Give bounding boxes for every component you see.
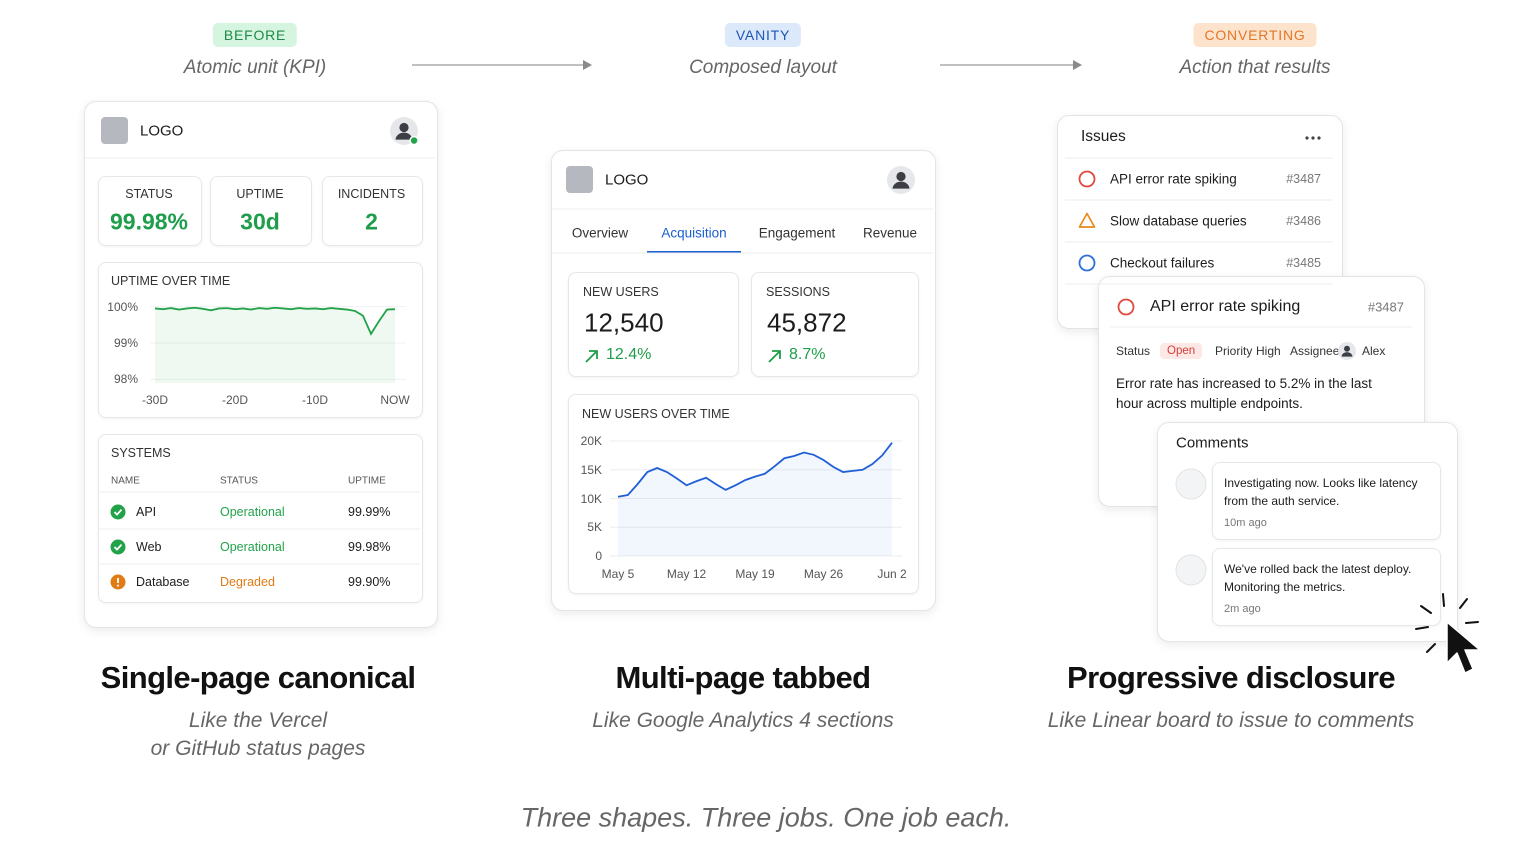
comment-text: Investigating now. Looks like latency fr… [1224,476,1418,508]
y-tick-label: 20K [580,434,602,448]
y-tick-label: 15K [580,462,602,477]
caption-line: or GitHub status pages [150,737,366,760]
comment-text: We've rolled back the latest deploy. Mon… [1224,562,1412,594]
caption-line: Like Google Analytics 4 sections [592,709,894,732]
column-header: STATUS [220,475,258,487]
kpi-value: 2 [365,208,378,235]
issue-title[interactable]: API error rate spiking [1110,171,1237,187]
kpi-value: 99.98% [109,208,189,235]
caption-line: Like Linear board to issue to comments [1047,709,1415,732]
metric-change: 12.4% [606,346,652,363]
system-uptime: 99.98% [348,540,391,554]
y-tick-label: 0 [595,549,602,563]
meta-label: Status [1116,344,1151,358]
kpi-box [210,176,312,246]
kpi-label: STATUS [125,187,173,201]
kpi-label: INCIDENTS [337,187,406,201]
comment-initials: AL [1183,562,1199,578]
tab[interactable]: Engagement [758,225,836,241]
stage-badge: VANITY [724,23,802,47]
x-tick-label: NOW [380,393,410,407]
metric-change: 8.7% [789,346,826,363]
y-tick-label: 99% [113,336,138,350]
metric-label: NEW USERS [583,285,659,299]
caption-heading: Multi-page tabbed [615,660,871,695]
system-name: Database [136,575,190,589]
system-name: Web [136,540,162,554]
x-tick-label: -10D [301,393,329,407]
logo-text: LOGO [605,171,649,189]
issue-id: #3487 [1367,299,1404,315]
tab[interactable]: Acquisition [661,225,727,241]
issue-id: #3485 [1286,256,1321,270]
x-tick-label: May 5 [601,567,635,581]
y-tick-label: 5K [587,520,602,535]
stage-subtitle: Action that results [1179,57,1331,78]
kpi-box [322,176,423,246]
comment-time: 10m ago [1224,517,1267,529]
y-tick-label: 98% [113,372,138,387]
comment-time: 2m ago [1224,603,1261,615]
column-header: UPTIME [348,475,386,487]
system-uptime: 99.99% [348,505,391,519]
chart-card [568,394,919,594]
x-tick-label: -30D [141,393,169,407]
system-name: API [136,505,157,519]
x-tick-label: -20D [221,393,249,407]
table-title: SYSTEMS [111,446,171,460]
caption-heading: Single-page canonical [100,660,416,695]
system-status: Operational [220,505,285,519]
metric-label: SESSIONS [766,285,830,299]
x-tick-label: May 19 [735,567,775,581]
comments-title: Comments [1176,434,1249,452]
x-tick-label: May 12 [666,567,707,581]
x-tick-label: May 26 [803,567,844,581]
metric-box [568,272,739,377]
caption-line: Like the Vercel [188,709,328,732]
issue-title[interactable]: Slow database queries [1110,213,1247,229]
issue-title[interactable]: Checkout failures [1110,255,1215,271]
stage-badge: BEFORE [212,23,298,47]
y-tick-label: 100% [107,299,138,314]
column-header: NAME [111,475,140,487]
kpi-label: UPTIME [236,187,284,201]
y-tick-label: 10K [580,491,602,506]
chart-title: NEW USERS OVER TIME [582,407,730,421]
issues-title: Issues [1081,128,1126,145]
stage-subtitle: Atomic unit (KPI) [183,57,327,78]
assignee-name: Alex [1362,344,1386,358]
issue-description: Error rate has increased to 5.2% in the … [1116,376,1372,411]
status-badge: Open [1160,343,1203,359]
issue-id: #3486 [1286,214,1321,228]
comment-initials: JM [1182,476,1200,492]
systems-card [98,434,423,603]
stage-badge: CONVERTING [1193,23,1317,47]
chart-title: UPTIME OVER TIME [111,274,231,288]
issue-detail-title: API error rate spiking [1150,298,1301,315]
metric-value: 12,540 [584,307,664,338]
tab[interactable]: Overview [571,225,629,241]
x-tick-label: Jun 2 [877,567,907,581]
logo-text: LOGO [140,122,184,140]
meta-label: Priority [1215,344,1253,358]
uptime-chart-card [98,262,423,418]
stage-subtitle: Composed layout [689,57,837,78]
system-uptime: 99.90% [348,575,391,589]
meta-label: Assignee [1290,344,1340,358]
comment-bubble [1212,548,1441,626]
footer-tagline: Three shapes. Three jobs. One job each. [520,802,1012,833]
issue-id: #3487 [1286,172,1321,186]
system-status: Operational [220,540,285,554]
system-status: Degraded [220,575,275,589]
caption-heading: Progressive disclosure [1067,660,1396,695]
kpi-value: 30d [240,208,280,235]
priority-value: High [1256,344,1281,358]
tab[interactable]: Revenue [862,225,918,241]
metric-value: 45,872 [767,307,847,338]
kpi-box [98,176,202,246]
comment-bubble [1212,462,1441,540]
